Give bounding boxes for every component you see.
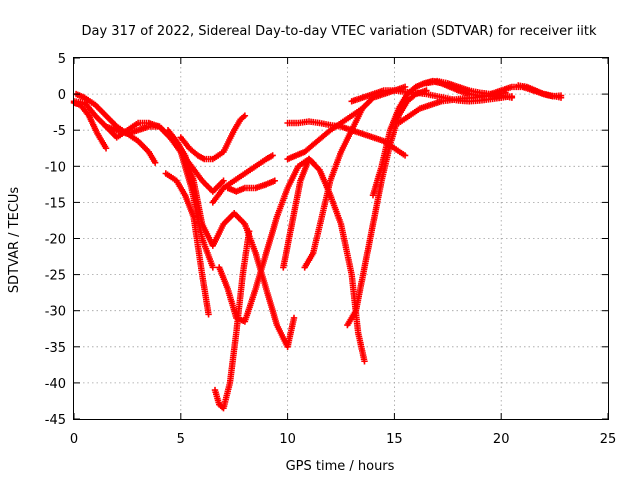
series-arc5 bbox=[162, 170, 212, 318]
y-tick-label: 0 bbox=[58, 88, 66, 103]
y-tick-label: -25 bbox=[45, 269, 66, 284]
y-tick-label: -45 bbox=[45, 413, 66, 428]
series-arc11 bbox=[224, 177, 278, 195]
data-points-arc7 bbox=[177, 112, 249, 163]
series-arc7 bbox=[177, 112, 249, 163]
x-tick-label: 15 bbox=[386, 432, 403, 447]
x-axis-label: GPS time / hours bbox=[286, 459, 395, 474]
data-points-arc16 bbox=[344, 87, 430, 329]
series-arc1 bbox=[70, 98, 227, 195]
y-tick-label: -15 bbox=[45, 196, 66, 211]
series-arc15 bbox=[284, 118, 409, 159]
data-points-arc5 bbox=[162, 170, 212, 318]
x-tick-label: 25 bbox=[600, 432, 617, 447]
y-tick-label: -40 bbox=[45, 377, 66, 392]
y-tick-label: -5 bbox=[53, 124, 66, 139]
data-points-arc11 bbox=[224, 177, 278, 195]
chart-title: Day 317 of 2022, Sidereal Day-to-day VTE… bbox=[82, 24, 597, 39]
y-tick-label: -30 bbox=[45, 305, 66, 320]
series-arc9 bbox=[209, 152, 276, 206]
y-axis-label: SDTVAR / TECUs bbox=[7, 187, 22, 294]
plot-frame bbox=[73, 57, 609, 420]
data-marks bbox=[70, 77, 565, 412]
y-tick-label: 5 bbox=[58, 52, 66, 67]
y-tick-label: -20 bbox=[45, 233, 66, 248]
x-tick-label: 10 bbox=[279, 432, 296, 447]
data-points-arc10 bbox=[216, 155, 317, 325]
series-arc22 bbox=[515, 82, 565, 100]
grid bbox=[74, 58, 608, 419]
data-points-arc22 bbox=[515, 82, 565, 100]
y-tick-label: -35 bbox=[45, 341, 66, 356]
x-tick-label: 0 bbox=[70, 432, 78, 447]
data-points-arc9 bbox=[209, 152, 276, 206]
x-tick-label: 5 bbox=[177, 432, 185, 447]
series-arc16 bbox=[344, 87, 430, 329]
x-tick-label: 20 bbox=[493, 432, 510, 447]
y-tick-label: -10 bbox=[45, 160, 66, 175]
series-arc10 bbox=[216, 155, 317, 325]
data-points-arc1 bbox=[70, 98, 227, 195]
axis-ticks: 0 5 10 15 20 25 5 0 -5 -10 -15 -20 -25 -30 -35 -40 -45 bbox=[45, 52, 617, 447]
data-points-arc15 bbox=[284, 118, 409, 159]
